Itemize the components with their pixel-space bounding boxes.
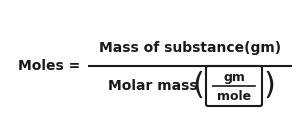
Text: mole: mole: [217, 89, 251, 103]
FancyBboxPatch shape: [206, 66, 262, 106]
Text: (: (: [192, 72, 204, 100]
Text: ): ): [264, 72, 276, 100]
Text: Moles =: Moles =: [18, 59, 80, 73]
Text: gm: gm: [223, 71, 245, 83]
Text: Molar mass: Molar mass: [108, 79, 198, 93]
Text: Mass of substance(gm): Mass of substance(gm): [99, 41, 281, 55]
